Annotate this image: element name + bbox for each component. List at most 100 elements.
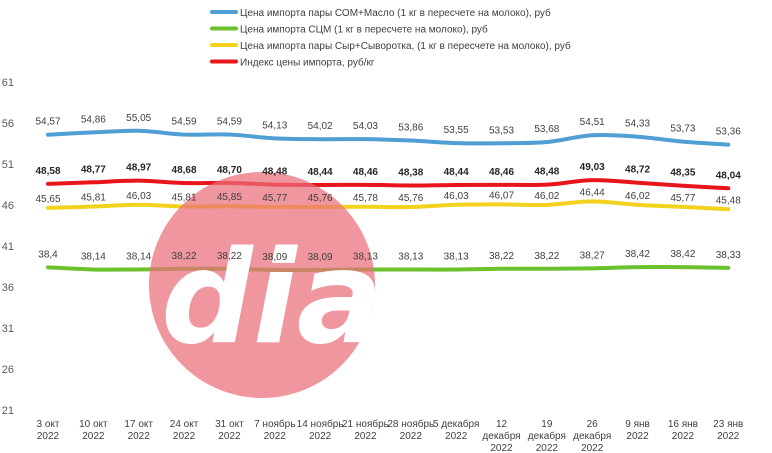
data-label: 45,81 [172, 193, 197, 204]
y-axis: 21 26 31 36 41 46 51 56 61 [2, 77, 14, 417]
data-label: 38,14 [126, 251, 151, 262]
data-label: 54,33 [625, 119, 650, 130]
data-label: 53,86 [398, 123, 423, 134]
data-label: 48,70 [217, 165, 242, 176]
series-line-0 [46, 128, 731, 147]
data-label: 54,13 [262, 120, 287, 131]
data-label: 38,33 [716, 250, 741, 261]
x-tick-label: 12 декабря 2022 [482, 419, 520, 453]
data-label: 45,77 [670, 193, 695, 204]
x-tick-label: 14 ноябрь 2022 [297, 418, 344, 442]
data-label: 48,48 [262, 167, 287, 178]
data-label: 54,86 [81, 114, 106, 125]
y-tick-label: 36 [2, 282, 14, 294]
x-tick-label: 28 ноябрь 2022 [387, 418, 434, 442]
x-tick-label: 3 окт 2022 [37, 419, 60, 442]
data-label: 38,13 [398, 252, 423, 263]
y-tick-label: 31 [2, 323, 14, 335]
legend-entry: Цена импорта пары Сыр+Сыворотка, (1 кг в… [240, 40, 571, 52]
data-label: 45,78 [353, 193, 378, 204]
x-tick-label: 7 ноябрь 2022 [254, 418, 295, 442]
dia-watermark-logo: dia [149, 172, 383, 398]
y-tick-label: 41 [2, 241, 14, 253]
data-label: 38,09 [308, 252, 333, 263]
data-label: 38,14 [81, 251, 106, 262]
data-label: 45,85 [217, 192, 242, 203]
data-label: 53,68 [534, 124, 559, 135]
data-label: 48,04 [716, 170, 741, 181]
x-tick-label: 23 янв 2022 [713, 419, 743, 442]
data-label: 45,65 [35, 194, 60, 205]
data-label: 54,57 [35, 117, 60, 128]
x-tick-label: 19 декабря 2022 [528, 419, 566, 453]
x-tick-label: 17 окт 2022 [124, 419, 153, 442]
watermark-circle [149, 172, 375, 398]
data-label: 48,46 [353, 167, 378, 178]
y-tick-label: 51 [2, 159, 14, 171]
data-label: 48,72 [625, 165, 650, 176]
data-label: 54,03 [353, 121, 378, 132]
data-label: 38,27 [580, 250, 605, 261]
data-label: 46,02 [625, 191, 650, 202]
data-label: 46,02 [534, 191, 559, 202]
data-label: 48,68 [172, 165, 197, 176]
legend: Цена импорта пары СОМ+Масло (1 кг в пере… [210, 7, 571, 69]
data-label: 45,76 [308, 193, 333, 204]
data-label: 48,58 [35, 166, 60, 177]
x-tick-label: 10 окт 2022 [79, 419, 108, 442]
data-labels: 54,57 54,86 55,05 54,59 54,59 54,13 54,02 54,03… [35, 113, 741, 263]
data-label: 38,22 [172, 251, 197, 262]
series-line-2 [46, 199, 731, 212]
legend-entry: Цена импорта пары СОМ+Масло (1 кг в пере… [240, 7, 551, 19]
x-tick-label: 16 янв 2022 [668, 419, 698, 442]
data-label: 48,48 [534, 167, 559, 178]
x-tick-label: 26 декабря 2022 [573, 419, 611, 453]
data-label: 38,22 [217, 251, 242, 262]
watermark-text: dia [161, 224, 383, 373]
data-label: 45,76 [398, 193, 423, 204]
series-line-1 [46, 265, 731, 272]
y-tick-label: 21 [2, 405, 14, 417]
data-label: 38,42 [625, 249, 650, 260]
data-label: 48,46 [489, 167, 514, 178]
y-tick-label: 26 [2, 364, 14, 376]
data-label: 54,02 [308, 121, 333, 132]
data-label: 46,07 [489, 190, 514, 201]
data-label: 38,13 [353, 252, 378, 263]
data-label: 54,59 [217, 117, 242, 128]
x-axis: 3 окт 2022 10 окт 2022 17 окт 2022 24 окт 2022 3… [37, 418, 744, 453]
x-tick-label: 24 окт 2022 [170, 419, 199, 442]
y-tick-label: 61 [2, 77, 14, 89]
data-label: 38,4 [38, 249, 58, 260]
data-label: 53,55 [444, 125, 469, 136]
x-tick-label: 21 ноябрь 2022 [342, 418, 389, 442]
x-tick-label: 31 окт 2022 [215, 419, 244, 442]
legend-entry: Цена импорта СЦМ (1 кг в пересчете на мо… [240, 24, 488, 36]
y-tick-label: 56 [2, 118, 14, 130]
data-label: 48,77 [81, 164, 106, 175]
data-label: 53,53 [489, 125, 514, 136]
legend-entry: Индекс цены импорта, руб/кг [240, 57, 375, 69]
data-label: 54,51 [580, 117, 605, 128]
data-label: 55,05 [126, 113, 151, 124]
data-label: 48,97 [126, 163, 151, 174]
data-label: 46,03 [126, 191, 151, 202]
data-label: 53,36 [716, 127, 741, 138]
data-label: 48,44 [444, 167, 469, 178]
data-label: 45,48 [716, 195, 741, 206]
data-label: 38,13 [444, 252, 469, 263]
data-label: 45,77 [262, 193, 287, 204]
data-label: 49,03 [580, 162, 605, 173]
data-label: 53,73 [670, 124, 695, 135]
series-line-3 [46, 178, 731, 191]
data-label: 46,03 [444, 191, 469, 202]
data-label: 45,81 [81, 193, 106, 204]
data-label: 48,35 [670, 168, 695, 179]
data-label: 48,44 [308, 167, 333, 178]
data-label: 38,42 [670, 249, 695, 260]
data-label: 54,59 [172, 117, 197, 128]
data-label: 46,44 [580, 187, 605, 198]
data-label: 48,38 [398, 167, 423, 178]
x-tick-label: 9 янв 2022 [625, 419, 650, 442]
